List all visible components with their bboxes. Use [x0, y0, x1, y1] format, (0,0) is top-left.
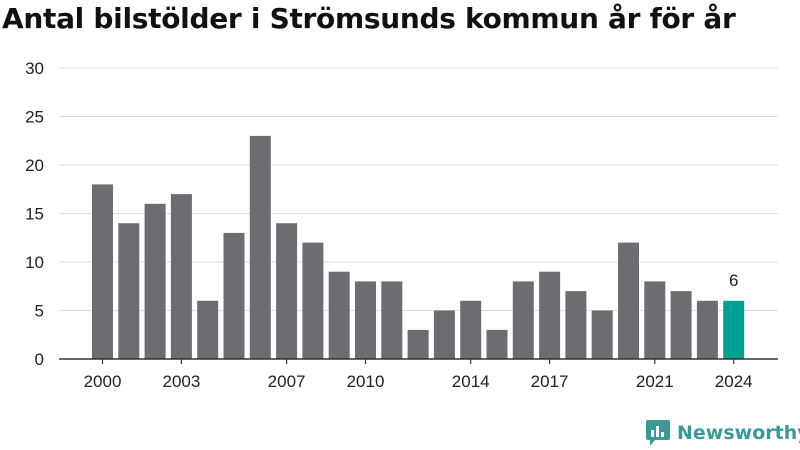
bar-2008: [302, 242, 324, 359]
bar-2003: [170, 194, 192, 359]
bar-2010: [355, 281, 376, 359]
bar-2021: [644, 281, 666, 359]
chart-bubble-icon: [646, 420, 670, 446]
bar-2017: [539, 271, 561, 359]
x-tick-label: 2007: [268, 372, 306, 391]
y-tick-label: 30: [25, 59, 44, 78]
bar-2009: [328, 271, 350, 359]
chart-title: Antal bilstölder i Strömsunds kommun år …: [2, 2, 736, 35]
x-tick-label: 2000: [84, 372, 122, 391]
bar-2000: [92, 184, 113, 359]
bar-2019: [591, 310, 613, 359]
bar-2012: [407, 329, 429, 359]
bar-2011: [381, 281, 403, 359]
x-tick-label: 2003: [162, 372, 200, 391]
brand-name: Newsworthy: [677, 422, 800, 444]
bar-2014: [460, 300, 482, 359]
y-tick-label: 15: [25, 205, 44, 224]
bar-2005: [223, 232, 245, 359]
y-tick-label: 10: [25, 253, 44, 272]
bar-2006: [249, 135, 271, 359]
bar-2022: [670, 291, 692, 359]
bar-2001: [118, 223, 140, 359]
x-tick-label: 2021: [636, 372, 674, 391]
y-tick-label: 5: [35, 302, 44, 321]
bar-2024: [723, 300, 745, 359]
bar-2015: [486, 329, 508, 359]
x-tick-label: 2017: [531, 372, 569, 391]
brand-logo: Newsworthy: [645, 419, 800, 447]
y-tick-label: 25: [25, 108, 44, 127]
x-tick-label: 2024: [715, 372, 753, 391]
x-tick-label: 2010: [347, 372, 385, 391]
bar-2020: [618, 242, 639, 359]
y-tick-label: 20: [25, 156, 44, 175]
bar-value-label: 6: [729, 271, 738, 290]
bar-2018: [565, 291, 587, 359]
x-tick-label: 2014: [452, 372, 490, 391]
bar-2007: [276, 223, 298, 359]
bar-2004: [197, 300, 219, 359]
bar-2016: [512, 281, 534, 359]
bar-2002: [144, 203, 166, 359]
bar-2013: [433, 310, 455, 359]
bar-2023: [696, 300, 718, 359]
y-tick-label: 0: [35, 350, 44, 369]
